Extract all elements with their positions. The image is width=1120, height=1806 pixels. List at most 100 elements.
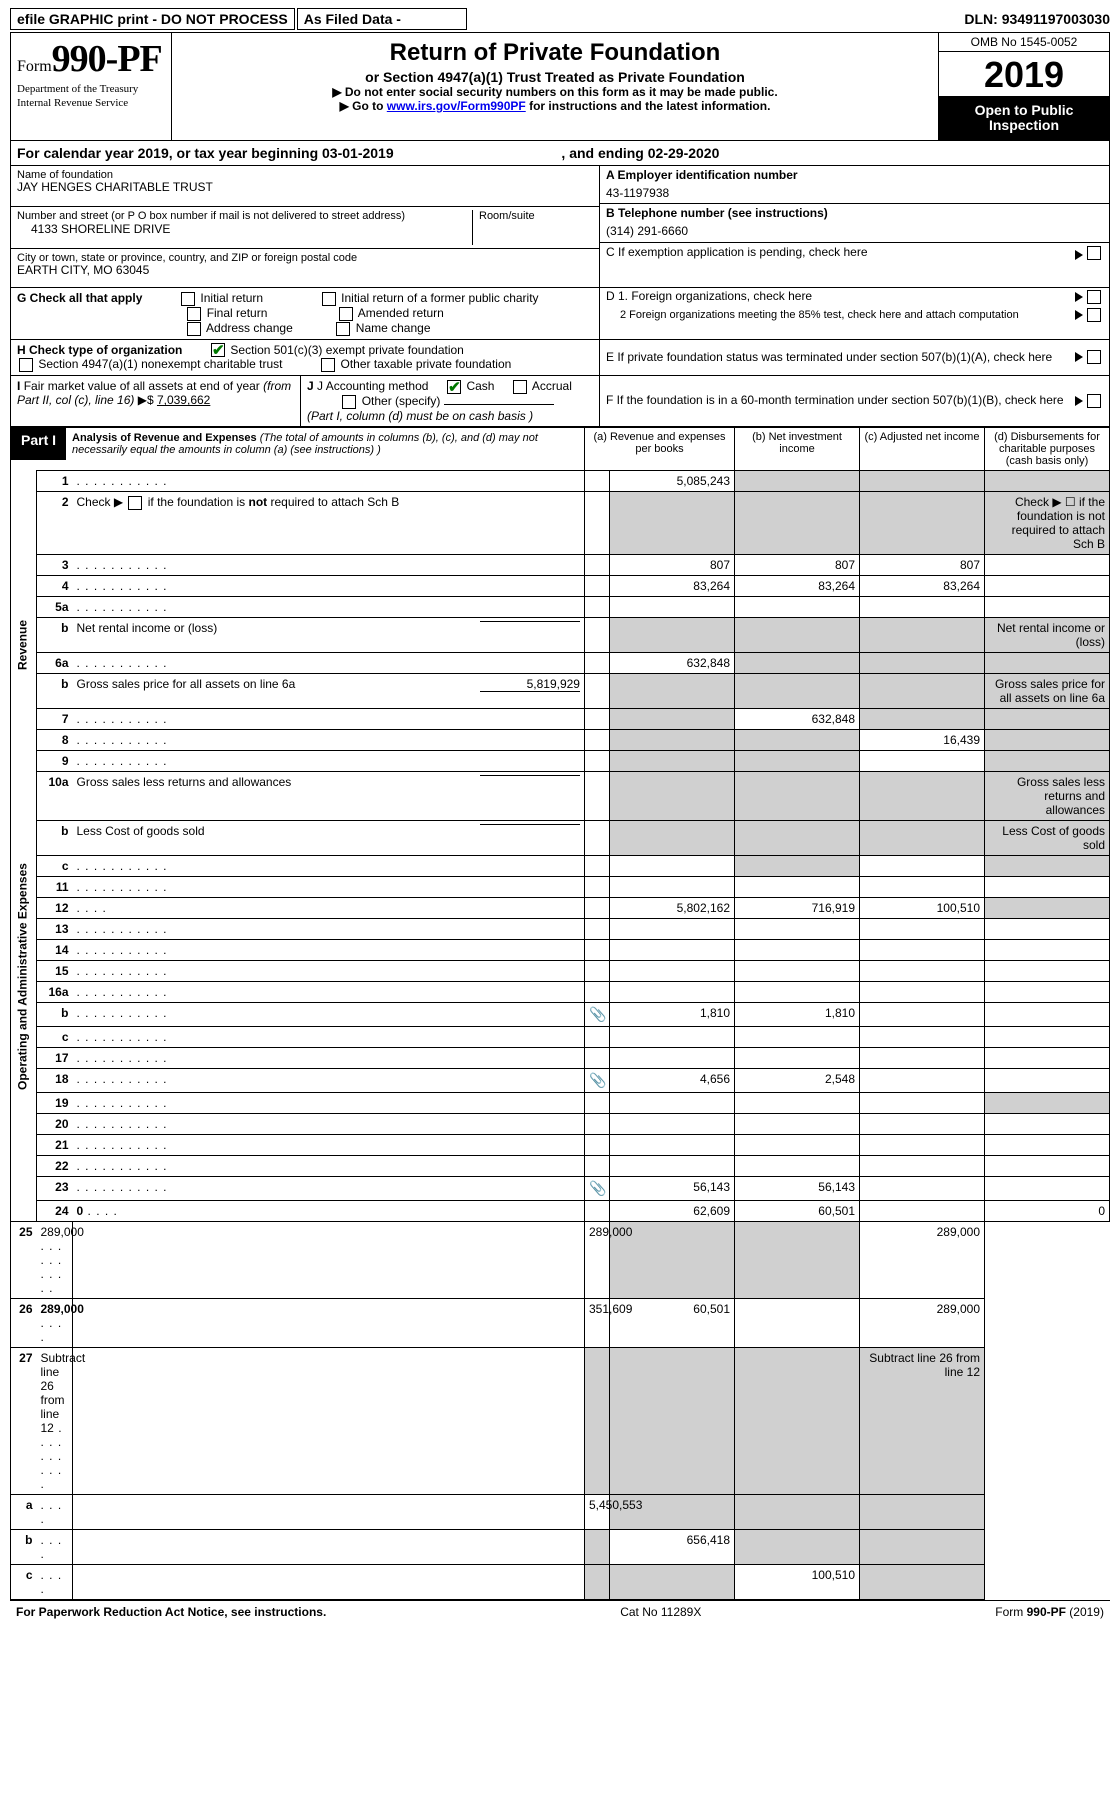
goto-pre: ▶ Go to: [340, 99, 387, 113]
attach-icon-cell: [584, 1113, 609, 1134]
amt-b: 632,848: [735, 708, 860, 729]
g-ck-3[interactable]: [187, 307, 201, 321]
col-c: (c) Adjusted net income: [860, 427, 985, 470]
attach-icon-cell: [584, 1047, 609, 1068]
line-no: 9: [37, 750, 73, 771]
amt-b: [735, 855, 860, 876]
amt-b: [735, 1134, 860, 1155]
line-no: 4: [37, 575, 73, 596]
amt-b: [735, 981, 860, 1002]
d2-checkbox[interactable]: [1087, 308, 1101, 322]
h-opt-3: Other taxable private foundation: [341, 357, 512, 371]
line-desc: [73, 918, 585, 939]
side-blank: [11, 1134, 37, 1221]
d1-checkbox[interactable]: [1087, 290, 1101, 304]
amt-d: Check ▶ ☐ if the foundation is not requi…: [985, 491, 1110, 554]
attach-icon-cell: [73, 1529, 585, 1564]
j-other-ck[interactable]: [342, 395, 356, 409]
attachment-icon[interactable]: 📎: [589, 1006, 606, 1022]
amt-c: 16,439: [860, 729, 985, 750]
line-desc: [73, 708, 585, 729]
dept-treasury: Department of the Treasury: [17, 83, 165, 95]
cal-begin: 03-01-2019: [322, 145, 394, 161]
cal-end: 02-29-2020: [648, 145, 720, 161]
attachment-icon[interactable]: 📎: [589, 1072, 606, 1088]
amt-d: [985, 1176, 1110, 1200]
j-accrual-ck[interactable]: [513, 380, 527, 394]
amt-a: 83,264: [609, 575, 734, 596]
amt-a: [609, 820, 734, 855]
line-desc: [73, 876, 585, 897]
arrow-icon: [1075, 250, 1083, 260]
attach-icon-cell: [584, 876, 609, 897]
line-desc: [73, 729, 585, 750]
g-ck-2[interactable]: [322, 292, 336, 306]
attach-icon-cell: [584, 652, 609, 673]
amt-d: [985, 1113, 1110, 1134]
room-label: Room/suite: [479, 210, 593, 223]
amt-d: [860, 1529, 985, 1564]
phone-label: B Telephone number (see instructions): [606, 207, 1103, 221]
j-cash: Cash: [466, 379, 494, 393]
amt-d: [985, 708, 1110, 729]
i-label: Fair market value of all assets at end o…: [17, 379, 291, 407]
amt-d: Net rental income or (loss): [985, 617, 1110, 652]
cal-pre: For calendar year 2019, or tax year begi…: [17, 145, 322, 161]
g-opt-1: Initial return: [200, 291, 263, 305]
amt-d: [985, 554, 1110, 575]
line-no: 26: [11, 1298, 37, 1347]
f-checkbox[interactable]: [1087, 394, 1101, 408]
amt-a: [609, 750, 734, 771]
h-ck-3[interactable]: [321, 358, 335, 372]
e-checkbox[interactable]: [1087, 350, 1101, 364]
amt-b: [735, 729, 860, 750]
line-no: 13: [37, 918, 73, 939]
amt-b: [609, 1347, 734, 1494]
amt-c: [860, 939, 985, 960]
amt-c: [860, 918, 985, 939]
amt-c: 100,510: [860, 897, 985, 918]
attach-icon-cell: [584, 1026, 609, 1047]
attach-icon-cell: [584, 470, 609, 491]
amt-b: [735, 652, 860, 673]
j-other: Other (specify): [362, 394, 441, 408]
amt-c: [860, 855, 985, 876]
h-ck-2[interactable]: [19, 358, 33, 372]
g-ck-1[interactable]: [181, 292, 195, 306]
line-no: 3: [37, 554, 73, 575]
h-ck-1[interactable]: [211, 343, 225, 357]
line-no: 1: [37, 470, 73, 491]
line-desc: [73, 1134, 585, 1155]
line-desc: [73, 596, 585, 617]
amt-a: [609, 617, 734, 652]
g-ck-6[interactable]: [336, 322, 350, 336]
amt-b: 2,548: [735, 1068, 860, 1092]
amt-d: [985, 855, 1110, 876]
c-checkbox[interactable]: [1087, 246, 1101, 260]
amt-c: [860, 708, 985, 729]
goto-note: ▶ Go to www.irs.gov/Form990PF for instru…: [180, 99, 930, 113]
amt-a: 56,143: [609, 1176, 734, 1200]
footer-left: For Paperwork Reduction Act Notice, see …: [16, 1605, 326, 1619]
addr-value: 4133 SHORELINE DRIVE: [17, 223, 472, 237]
line-desc: Less Cost of goods sold: [73, 820, 585, 855]
irs-link[interactable]: www.irs.gov/Form990PF: [387, 99, 526, 113]
amt-b: [735, 1092, 860, 1113]
amt-a: 5,450,553: [584, 1494, 609, 1529]
footer-mid: Cat No 11289X: [620, 1605, 701, 1619]
j-cash-ck[interactable]: [447, 380, 461, 394]
side-expenses: Operating and Administrative Expenses: [11, 820, 37, 1134]
attach-icon-cell: [73, 1347, 585, 1494]
attach-icon-cell: [584, 491, 609, 554]
amt-d: [985, 1047, 1110, 1068]
g-ck-4[interactable]: [339, 307, 353, 321]
g-ck-5[interactable]: [187, 322, 201, 336]
schB-checkbox[interactable]: [128, 496, 142, 510]
amt-d: 289,000: [860, 1298, 985, 1347]
line-desc: [37, 1529, 73, 1564]
attach-icon-cell: 📎: [584, 1068, 609, 1092]
amt-d: [985, 652, 1110, 673]
attachment-icon[interactable]: 📎: [589, 1180, 606, 1196]
amt-a: 5,802,162: [609, 897, 734, 918]
amt-a: [609, 918, 734, 939]
